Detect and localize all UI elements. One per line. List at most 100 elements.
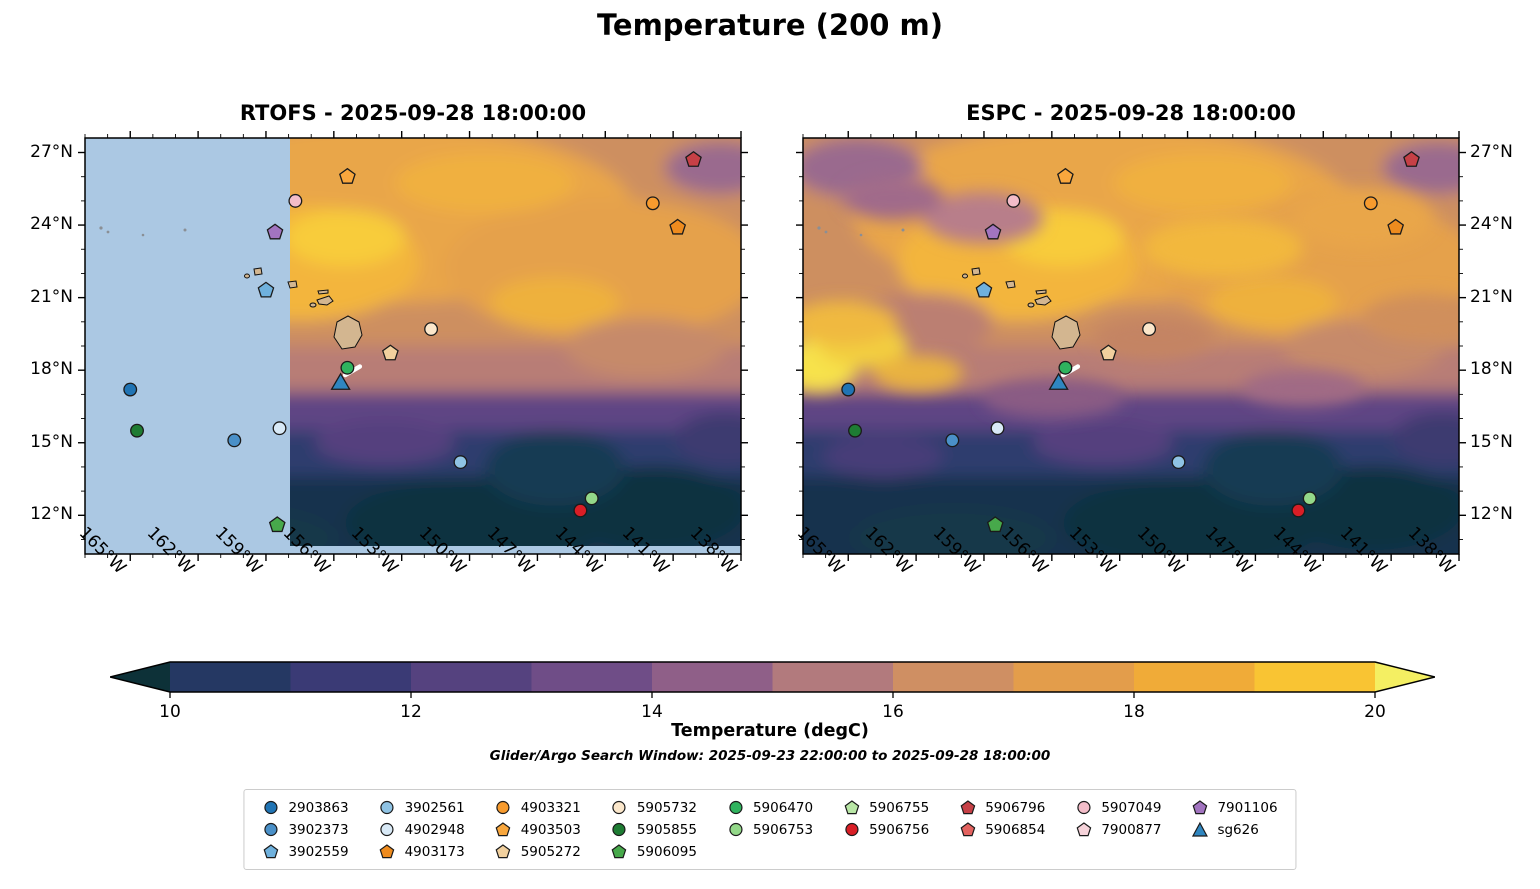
panel-title-rtofs: RTOFS - 2025-09-28 18:00:00 [239,101,587,125]
legend-item-5907049: 5907049 [1075,799,1161,816]
legend-marker-icon [612,800,626,815]
legend-marker-icon [960,822,976,837]
colorbar-band [290,662,412,692]
float-marker-5905855 [848,423,862,438]
legend-item-label: 5907049 [1101,799,1162,816]
float-marker-5907049 [1006,193,1021,208]
float-marker-sg626 [1048,372,1069,390]
float-marker-7901106 [984,223,1002,240]
legend-item-label: 5906756 [869,821,930,838]
legend-item-label: 5906854 [985,821,1046,838]
float-marker-5905272 [1100,344,1117,361]
colorbar-band [652,662,773,692]
float-marker-5907049 [288,193,303,208]
float-marker-4903503 [1057,167,1074,184]
legend-item-5906755: 5906755 [843,799,929,816]
legend-marker-icon [495,844,511,859]
legend-item-7901106: 7901106 [1191,799,1278,816]
legend-item-5905272: 5905272 [495,843,581,860]
colorbar-band [772,662,894,692]
legend-marker-icon [1077,800,1091,815]
colorbar-label: Temperature (degC) [671,721,869,741]
float-marker-4902948 [990,421,1005,436]
float-marker-3902559 [975,281,993,298]
map-panel-espc [796,131,1466,561]
float-marker-5905855 [130,423,144,438]
legend-item-label: 5905732 [636,799,697,816]
float-marker-3902373 [227,433,242,448]
lat-tick-label: 27°N [30,141,73,162]
legend-item-label: sg626 [1217,821,1259,838]
legend-item-label: 4903321 [520,799,581,816]
legend-item-label: 4902948 [404,821,465,838]
float-marker-7901106 [266,223,284,240]
legend-item-label: 5906470 [752,799,814,816]
float-marker-3902559 [257,281,275,298]
colorbar-under-arrow [110,662,170,692]
legend-marker-icon [728,822,743,837]
colorbar-band [411,662,532,692]
legend-item-5905855: 5905855 [611,821,697,838]
lat-tick-label: 12°N [30,504,73,525]
legend-marker-icon [960,800,976,815]
map-panel-rtofs [78,131,748,561]
legend-item-5906095: 5906095 [611,843,697,860]
float-marker-5906756 [1291,503,1306,518]
colorbar-over-arrow [1375,662,1435,692]
legend-item-5905732: 5905732 [611,799,697,816]
legend-item-5906854: 5906854 [959,821,1045,838]
colorbar-band [170,662,291,692]
float-marker-2903863 [841,382,856,397]
legend-marker-icon [264,822,278,837]
legend-item-label: 7900877 [1101,821,1162,838]
legend-item-3902559: 3902559 [262,843,349,860]
colorbar-tick-label: 18 [1123,702,1145,720]
lat-tick-label: 15°N [30,431,73,452]
lat-tick-label: 18°N [1470,359,1513,380]
legend-item-label: 3902373 [288,821,349,838]
float-marker-5905272 [382,344,399,361]
legend-marker-icon [844,822,859,837]
float-marker-5906095 [986,516,1004,533]
colorbar-tick-label: 20 [1364,702,1386,720]
legend-item-5906753: 5906753 [727,821,813,838]
float-marker-5906753 [584,491,599,506]
float-marker-5906756 [573,503,588,518]
float-marker-4903321 [1363,196,1378,211]
legend-marker-icon [1191,821,1208,837]
legend-item-4903173: 4903173 [379,843,465,860]
float-marker-2903863 [123,382,138,397]
float-marker-4902948 [272,421,287,436]
float-marker-5905732 [1142,322,1157,337]
colorbar-tick-label: 16 [882,702,904,720]
legend-marker-icon [495,822,511,837]
legend-marker-icon [380,822,394,837]
search-window-caption: Glider/Argo Search Window: 2025-09-23 22… [489,748,1051,764]
figure-title: Temperature (200 m) [596,8,944,42]
legend-item-sg626: sg626 [1191,821,1277,838]
legend: 2903863 3902373 3902559 3902561 4902948 49031… [243,789,1297,870]
lat-tick-label: 12°N [1470,504,1513,525]
colorbar-tick-label: 14 [641,702,663,720]
legend-item-3902373: 3902373 [262,821,349,838]
legend-marker-icon [379,844,395,859]
float-marker-3902561 [453,455,468,470]
legend-marker-icon [1076,822,1092,837]
legend-item-5906756: 5906756 [843,821,929,838]
legend-marker-icon [612,822,626,837]
legend-item-7900877: 7900877 [1075,821,1161,838]
colorbar-band [893,662,1014,692]
legend-marker-icon [496,800,510,815]
legend-item-label: 4903173 [404,843,465,860]
rtofs-no-data-mask [85,138,290,554]
float-marker-5906470 [340,360,355,375]
float-marker-5906796 [685,150,702,167]
legend-marker-icon [844,800,859,815]
colorbar-tick-label: 12 [400,702,422,720]
legend-item-4902948: 4902948 [379,821,465,838]
legend-item-label: 4903503 [520,821,581,838]
legend-marker-icon [728,800,743,815]
legend-item-5906470: 5906470 [727,799,813,816]
legend-item-4903503: 4903503 [495,821,581,838]
colorbar-band [1254,662,1376,692]
